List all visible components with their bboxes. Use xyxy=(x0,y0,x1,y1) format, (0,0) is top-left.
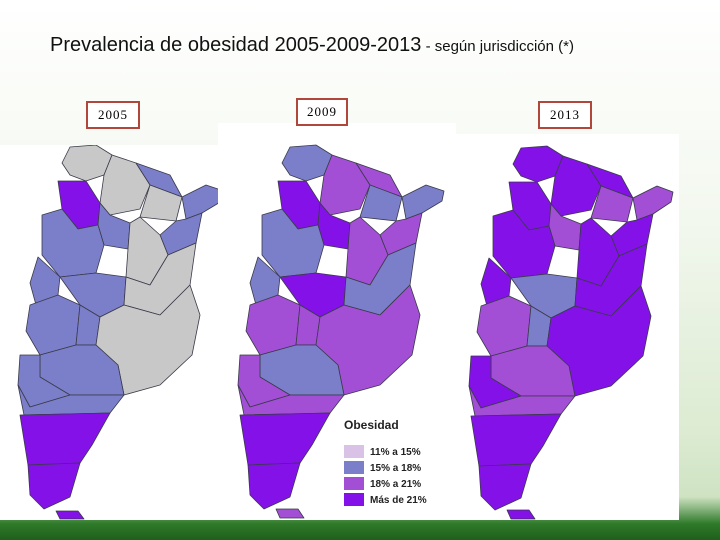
legend-swatch-2 xyxy=(344,461,364,474)
map-2005 xyxy=(17,145,225,520)
region-tierradelfuego-2009 xyxy=(275,508,305,519)
map-panel-2005 xyxy=(0,145,228,520)
region-larioja-2009 xyxy=(261,208,325,278)
year-label-2013: 2013 xyxy=(538,101,592,129)
legend-swatch-1 xyxy=(344,445,364,458)
legend-title: Obesidad xyxy=(344,418,399,432)
region-jujuy-2009 xyxy=(281,144,333,182)
title-main: Prevalencia de obesidad 2005-2009-2013 xyxy=(50,34,422,56)
region-santacruz-2013 xyxy=(478,463,532,511)
region-buenosaires-2009 xyxy=(315,284,421,396)
map-panel-2009: Obesidad 11% a 15% 15% a 18% 18% a 21% M… xyxy=(218,123,456,520)
region-chubut-2013 xyxy=(470,413,562,467)
year-label-2009: 2009 xyxy=(296,98,348,126)
region-chubut-2009 xyxy=(239,412,331,466)
region-larioja-2005 xyxy=(41,208,105,278)
map-panel-2013 xyxy=(455,134,679,520)
region-tierradelfuego-2013 xyxy=(506,509,536,520)
legend: Obesidad 11% a 15% 15% a 18% 18% a 21% M… xyxy=(344,418,427,506)
legend-label-1: 11% a 15% xyxy=(370,447,421,458)
map-2009: Obesidad 11% a 15% 15% a 18% 18% a 21% M… xyxy=(237,144,445,519)
legend-label-4: Más de 21% xyxy=(370,495,427,506)
legend-swatch-3 xyxy=(344,477,364,490)
region-chubut-2005 xyxy=(19,412,111,466)
legend-swatch-4 xyxy=(344,493,364,506)
map-2013 xyxy=(468,145,674,520)
title-subtitle: - según jurisdicción (*) xyxy=(421,38,574,55)
region-jujuy-2005 xyxy=(61,145,113,182)
region-buenosaires-2013 xyxy=(546,285,652,397)
region-buenosaires-2005 xyxy=(95,284,201,396)
slide-title: Prevalencia de obesidad 2005-2009-2013 -… xyxy=(50,34,574,57)
region-santacruz-2009 xyxy=(247,462,301,510)
region-santacruz-2005 xyxy=(27,462,81,510)
region-jujuy-2013 xyxy=(512,145,564,183)
region-tierradelfuego-2005 xyxy=(55,510,85,520)
region-misiones-2009 xyxy=(401,184,445,220)
legend-label-2: 15% a 18% xyxy=(370,463,421,474)
year-label-2005: 2005 xyxy=(86,101,140,129)
legend-label-3: 18% a 21% xyxy=(370,479,421,490)
region-larioja-2013 xyxy=(492,209,556,279)
